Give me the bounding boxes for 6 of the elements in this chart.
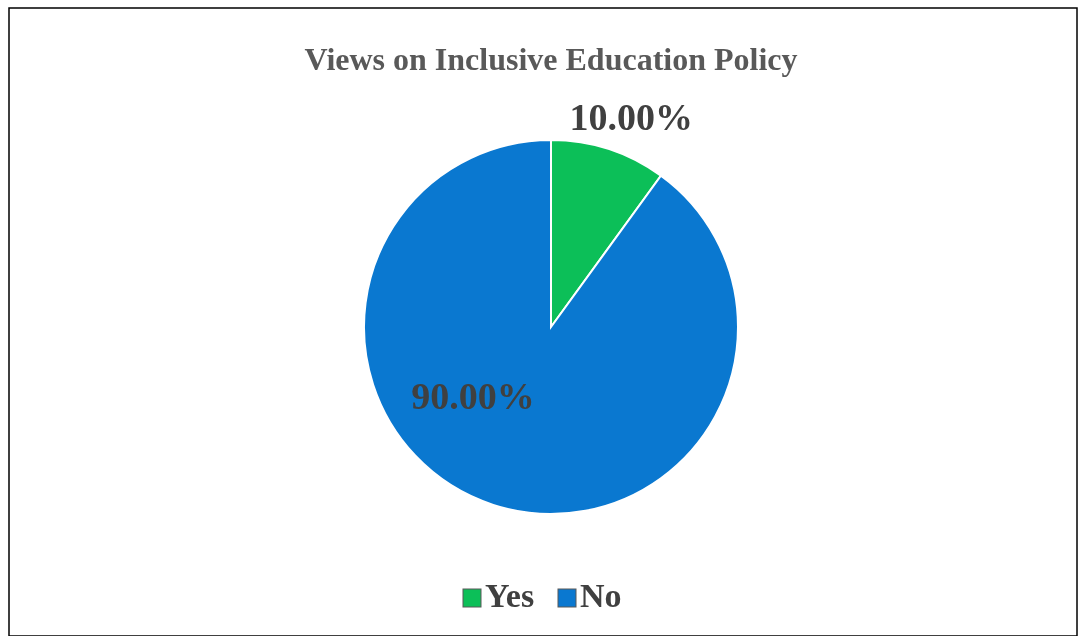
data-label: 90.00% — [411, 375, 535, 417]
chart-title: Views on Inclusive Education Policy — [304, 41, 798, 77]
pie-slice — [363, 139, 739, 515]
data-label: 10.00% — [569, 96, 693, 138]
legend-label: No — [580, 577, 622, 614]
legend-label: Yes — [485, 577, 535, 614]
